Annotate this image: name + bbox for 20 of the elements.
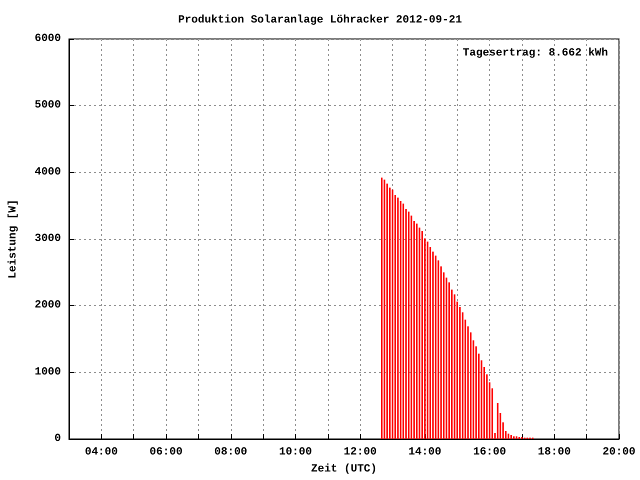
x-tick-label: 16:00 — [473, 446, 506, 458]
x-tick-label: 08:00 — [214, 446, 248, 458]
y-tick-label: 5000 — [34, 100, 61, 112]
y-tick-label: 3000 — [34, 233, 61, 245]
x-tick-label: 20:00 — [602, 446, 636, 458]
x-tick-label: 14:00 — [408, 446, 442, 458]
y-tick-label: 1000 — [34, 366, 61, 378]
x-tick-label: 06:00 — [150, 446, 183, 458]
chart-title: Produktion Solaranlage Löhracker 2012-09-21 — [178, 14, 462, 26]
y-tick-label: 6000 — [34, 33, 61, 45]
x-tick-label: 18:00 — [538, 446, 571, 458]
annotation: Tagesertrag: 8.662 kWh — [462, 48, 608, 60]
y-axis-title: Leistung [W] — [8, 199, 20, 279]
x-tick-label: 04:00 — [84, 446, 118, 458]
y-tick-label: 0 — [54, 433, 61, 445]
x-tick-label: 12:00 — [344, 446, 377, 458]
y-tick-label: 4000 — [34, 166, 61, 178]
y-tick-label: 2000 — [34, 300, 61, 312]
x-axis-title: Zeit (UTC) — [310, 464, 378, 476]
x-tick-label: 10:00 — [278, 446, 312, 458]
